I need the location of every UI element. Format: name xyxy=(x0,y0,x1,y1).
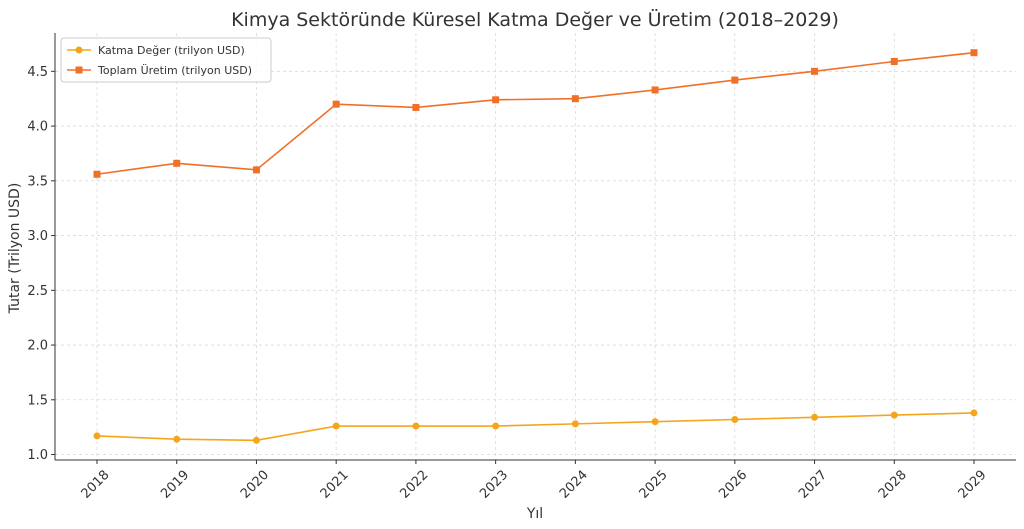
legend-box xyxy=(60,37,272,83)
x-tick-label: 2028 xyxy=(876,468,910,502)
data-point xyxy=(970,49,978,57)
tick-labels: 2018 2019 2020 2021 2022 2023 2024 2025 2026 2027… xyxy=(27,65,989,502)
x-tick-label: 2025 xyxy=(637,468,671,502)
data-point xyxy=(731,415,739,423)
x-tick-label: 2027 xyxy=(796,468,830,502)
data-point xyxy=(492,96,500,104)
y-tick-label: 2.5 xyxy=(27,284,48,299)
x-tick-label: 2022 xyxy=(397,468,431,502)
grid xyxy=(55,33,1016,460)
series-2 xyxy=(93,49,978,178)
data-point xyxy=(811,67,819,75)
data-point xyxy=(571,95,579,103)
x-tick-label: 2018 xyxy=(79,468,113,502)
x-tick-label: 2029 xyxy=(956,468,990,502)
x-tick-label: 2023 xyxy=(477,468,511,502)
series-layer xyxy=(93,49,978,444)
x-tick-label: 2024 xyxy=(557,468,591,502)
y-tick-label: 4.5 xyxy=(27,65,48,80)
legend: Katma Değer (trilyon USD) Toplam Üretim (… xyxy=(60,37,272,83)
y-tick-label: 4.0 xyxy=(27,120,48,135)
data-point xyxy=(890,411,898,419)
y-tick-label: 1.5 xyxy=(27,393,48,408)
legend-label: Toplam Üretim (trilyon USD) xyxy=(97,64,252,77)
y-tick-label: 2.0 xyxy=(27,339,48,354)
y-tick-label: 1.0 xyxy=(27,448,48,463)
y-tick-label: 3.5 xyxy=(27,174,48,189)
chart-title: Kimya Sektöründe Küresel Katma Değer ve … xyxy=(231,8,839,31)
data-point xyxy=(731,76,739,84)
data-point xyxy=(252,436,260,444)
data-point xyxy=(651,86,659,94)
legend-marker xyxy=(75,46,83,54)
x-axis-label: Yıl xyxy=(526,506,543,522)
x-tick-label: 2026 xyxy=(716,468,750,502)
legend-marker xyxy=(75,66,83,74)
y-tick-label: 3.0 xyxy=(27,229,48,244)
axes xyxy=(51,33,1016,464)
data-point xyxy=(93,170,101,178)
data-point xyxy=(412,103,420,111)
data-point xyxy=(492,422,500,430)
data-point xyxy=(412,422,420,430)
y-axis-label: Tutar (Trilyon USD) xyxy=(7,183,23,315)
x-tick-label: 2019 xyxy=(158,468,192,502)
x-tick-label: 2021 xyxy=(318,468,352,502)
series-1 xyxy=(93,409,978,444)
legend-label: Katma Değer (trilyon USD) xyxy=(98,44,245,57)
series-line xyxy=(96,51,975,176)
data-point xyxy=(93,432,101,440)
data-point xyxy=(571,420,579,428)
data-point xyxy=(811,413,819,421)
data-point xyxy=(332,422,340,430)
data-point xyxy=(173,159,181,167)
x-tick-label: 2020 xyxy=(238,468,272,502)
data-point xyxy=(890,57,898,65)
data-point xyxy=(252,166,260,174)
series-line xyxy=(96,412,975,442)
data-point xyxy=(970,409,978,417)
data-point xyxy=(332,100,340,108)
data-point xyxy=(173,435,181,443)
data-point xyxy=(651,418,659,426)
